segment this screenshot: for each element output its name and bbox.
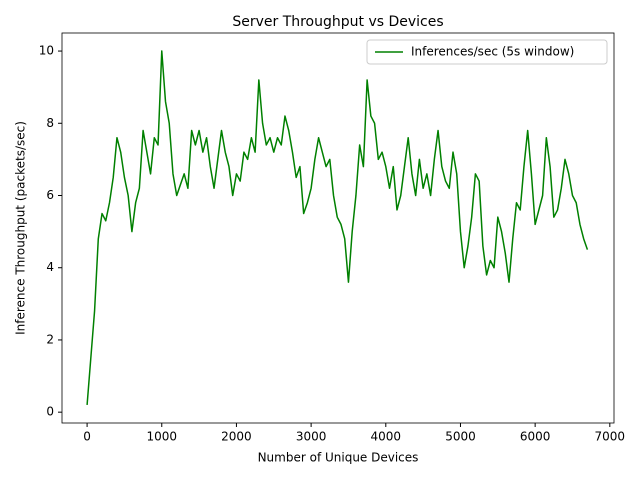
x-tick-label: 3000: [296, 430, 327, 444]
y-tick-label: 4: [46, 260, 54, 274]
y-tick-label: 6: [46, 188, 54, 202]
y-tick-label: 8: [46, 116, 54, 130]
y-axis-label: Inference Throughput (packets/sec): [14, 121, 28, 335]
chart-title: Server Throughput vs Devices: [232, 14, 443, 30]
x-tick-label: 6000: [520, 430, 551, 444]
x-tick-label: 4000: [371, 430, 402, 444]
legend-box: [366, 39, 608, 65]
legend-label: Inferences/sec (5s window): [411, 45, 574, 59]
plot-frame: [61, 32, 615, 424]
y-tick-label: 0: [46, 405, 54, 419]
y-tick-label: 10: [39, 44, 54, 58]
x-axis-label: Number of Unique Devices: [258, 451, 419, 465]
y-tick-label: 2: [46, 332, 54, 346]
x-tick-label: 0: [83, 430, 91, 444]
x-tick-label: 1000: [146, 430, 177, 444]
x-tick-label: 7000: [595, 430, 626, 444]
x-tick-label: 2000: [221, 430, 252, 444]
x-tick-label: 5000: [445, 430, 476, 444]
data-line: [86, 50, 589, 405]
